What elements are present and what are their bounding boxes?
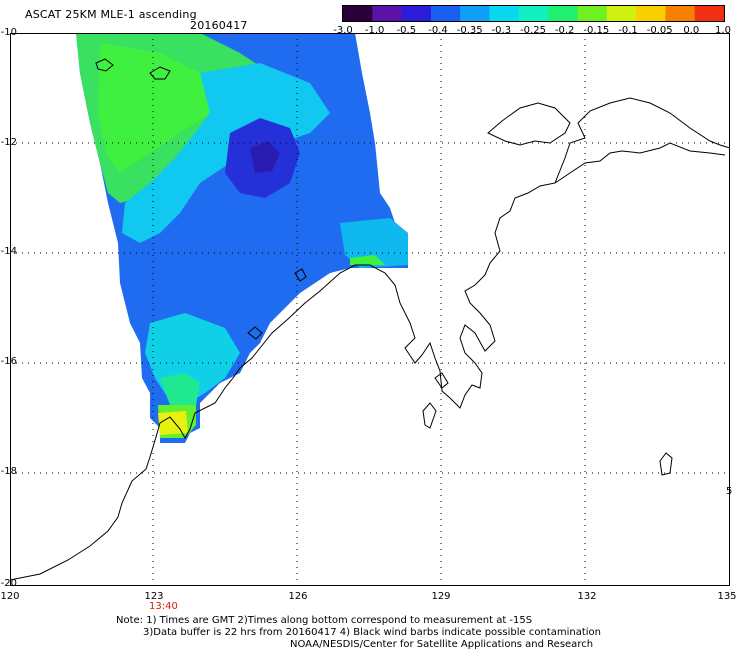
swath-cyan (122, 63, 330, 243)
colorbar-label: -0.35 (456, 25, 483, 36)
lon-label-123: 123 (144, 591, 164, 602)
colorbar-label: -3.0 (333, 25, 353, 36)
colorbar-swatch (430, 6, 461, 21)
lon-label-132: 132 (577, 591, 597, 602)
colorbar-label: 1.0 (715, 25, 731, 36)
note-line-1: Note: 1) Times are GMT 2)Times along bot… (116, 615, 533, 626)
swath-south-yellow (158, 411, 188, 435)
colorbar-label: 0.0 (683, 25, 700, 36)
swath-east (340, 218, 408, 268)
pass-time-label: 13:40 (149, 601, 178, 612)
colorbar-swatch (372, 6, 403, 21)
lon-label-126: 126 (288, 591, 308, 602)
colorbar-label: -0.4 (428, 25, 448, 36)
colorbar-label: -0.5 (396, 25, 417, 36)
lat-label-18: -18 (0, 466, 17, 477)
colorbar-label: -0.2 (554, 25, 575, 36)
swath-south-teal (160, 373, 200, 405)
colorbar-swatch (577, 6, 608, 21)
product-title: ASCAT 25KM MLE-1 ascending (25, 8, 197, 21)
wind-speed-swath (76, 33, 408, 443)
colorbar-swatch (636, 6, 666, 21)
map (10, 33, 730, 586)
lat-label-20: -20 (0, 578, 17, 589)
lon-label-120: 120 (0, 591, 20, 602)
graticule (10, 33, 730, 586)
colorbar-swatch (518, 6, 549, 21)
lat-label-14: -14 (0, 246, 17, 257)
colorbar-swatch (694, 6, 724, 21)
product-date: 20160417 (190, 19, 248, 32)
colorbar-label: -0.25 (520, 25, 546, 36)
colorbar-swatch (665, 6, 696, 21)
edge-label: 5 (726, 486, 733, 497)
colorbar-swatch (606, 6, 637, 21)
colorbar-label: -0.15 (583, 25, 610, 36)
colorbar-labels: -3.0 -1.0 -0.5 -0.4 -0.35 -0.3 -0.25 -0.2 -0.15-… (0, 25, 740, 37)
map-frame (10, 33, 730, 586)
note-line-2: 3)Data buffer is 22 hrs from 20160417 4)… (143, 627, 601, 638)
colorbar-swatch (343, 6, 373, 21)
swath-bright-green (98, 43, 230, 173)
colorbar-label: -1.0 (364, 25, 385, 36)
lat-label-12: -12 (0, 137, 17, 148)
lon-label-135: 135 (717, 591, 737, 602)
colorbar-label: -0.1 (618, 25, 638, 36)
colorbar-swatch (460, 6, 491, 21)
colorbar-label: -0.05 (646, 25, 673, 36)
swath-east-green (350, 255, 385, 265)
colorbar (342, 5, 725, 22)
colorbar-label: -0.3 (491, 25, 512, 36)
swath-core-dark (250, 141, 280, 173)
lon-label-129: 129 (431, 591, 451, 602)
note-line-3: NOAA/NESDIS/Center for Satellite Applica… (290, 639, 594, 650)
lat-label-10: -10 (0, 27, 17, 38)
colorbar-swatch (401, 6, 432, 21)
colorbar-swatch (548, 6, 578, 21)
colorbar-swatch (489, 6, 520, 21)
lat-label-16: -16 (0, 356, 17, 367)
coastline (10, 58, 730, 581)
